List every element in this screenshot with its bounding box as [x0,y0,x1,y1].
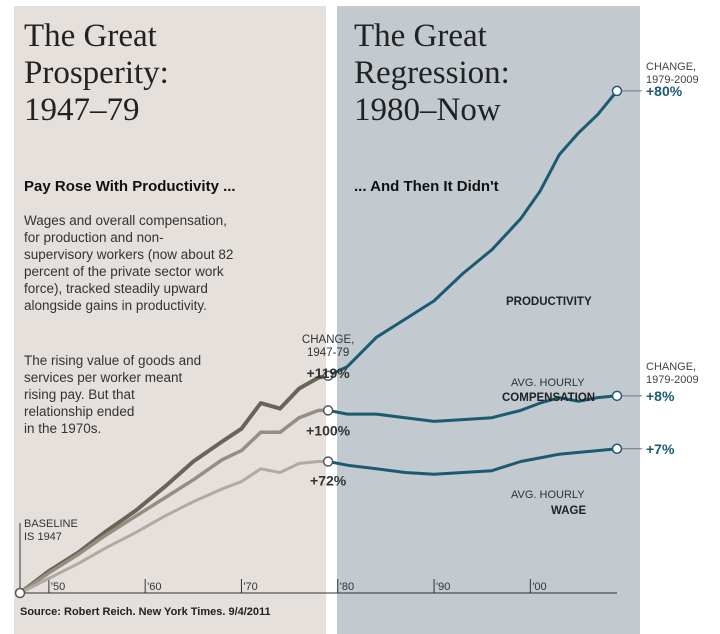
x-tick-label-1990: '90 [436,581,450,593]
productivity-change-1947-79: +119% [307,365,351,381]
productivity-change-1979-2009: +80% [646,83,683,99]
x-tick-label-1980: '80 [340,581,354,593]
wage-change-1979-2009: +7% [646,441,675,457]
baseline-label: BASELINE IS 1947 [24,518,78,543]
series-2-1947-79-line [19,460,329,595]
left-panel-paragraph-1: Wages and overall compensation, for prod… [24,213,234,313]
wage-change-1947-79: +72% [310,473,347,489]
origin-marker [14,587,26,599]
series-2-split-marker [322,456,334,467]
left-panel-title: The Great Prosperity: 1947–79 [24,18,169,128]
x-tick-label-1960: '60 [147,581,161,593]
change-1947-79-header: CHANGE, 1947-79 [302,334,354,359]
compensation-series-label-1: AVG. HOURLY [511,377,585,389]
x-tick-label-1970: '70 [243,581,257,593]
wage-series-label-2: WAGE [551,505,586,517]
left-panel-paragraph-2: The rising value of goods and services p… [24,353,202,436]
compensation-series-label-2: COMPENSATION [502,392,595,404]
wage-series-label-1: AVG. HOURLY [511,489,585,501]
change-1979-2009-header-mid: CHANGE, 1979-2009 [646,361,699,386]
compensation-change-1947-79: +100% [306,422,351,438]
right-panel-title: The Great Regression: 1980–Now [354,18,510,128]
series-0-split-marker [322,370,334,381]
series-0-end-marker [611,85,623,97]
right-panel-subhead: ... And Then It Didn't [354,178,499,195]
source-note: Source: Robert Reich. New York Times. 9/… [20,606,271,618]
series-0-1980-now-line [327,89,619,378]
right-panel-background [337,6,640,634]
series-1-1947-79-line [19,408,329,595]
series-1-end-marker [611,390,623,402]
series-0-1947-79-line [18,373,329,595]
series-1-split-marker [322,405,334,416]
left-panel-background [14,6,326,634]
left-panel-subhead: Pay Rose With Productivity ... [24,178,236,195]
compensation-change-1979-2009: +8% [646,388,675,404]
x-tick-label-1950: '50 [51,581,65,593]
series-2-1980-now-line [327,447,618,476]
series-1-1980-now-line [327,394,618,423]
x-tick-label-2000: '00 [532,581,546,593]
productivity-series-label: PRODUCTIVITY [506,296,592,308]
series-2-end-marker [611,443,623,455]
change-1979-2009-header-top: CHANGE, 1979-2009 [646,61,699,86]
